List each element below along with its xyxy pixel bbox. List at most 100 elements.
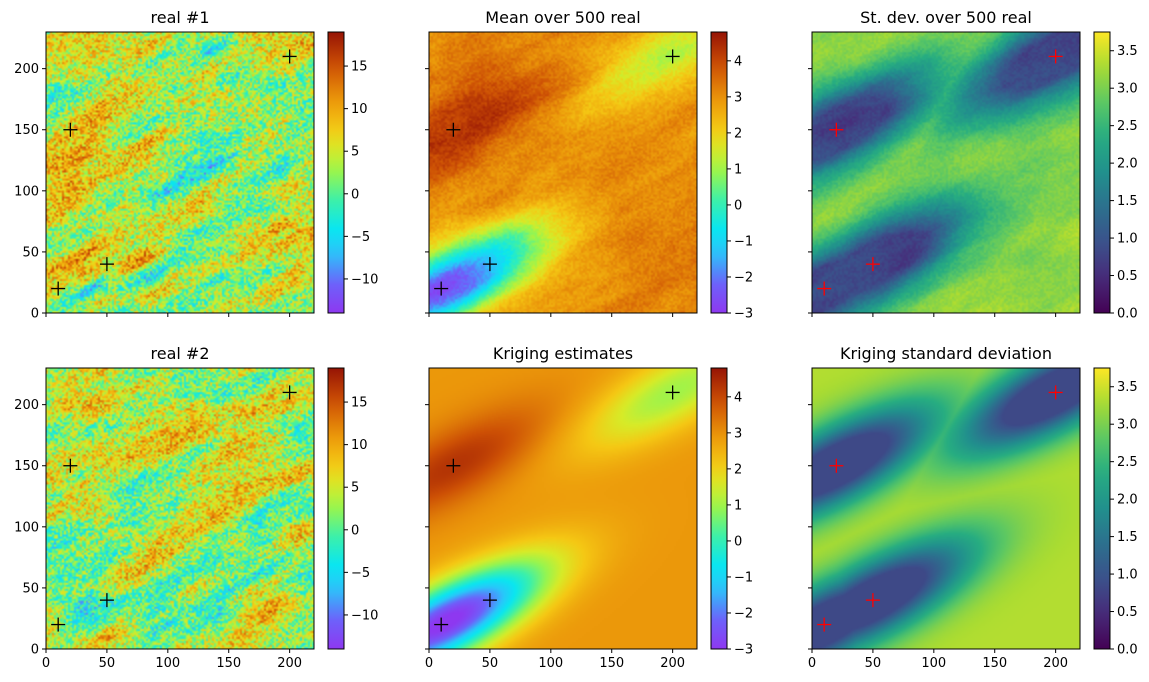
- colorbar-tick-label: 0: [734, 198, 742, 213]
- subplot-6: Kriging standard deviation 0 50 100 150 200 0.…: [808, 344, 1138, 671]
- x-tick-label: 0: [42, 656, 50, 671]
- data-point-marker: [51, 617, 66, 632]
- subplot-title: St. dev. over 500 real: [860, 8, 1032, 27]
- colorbar-tick-label: 2.5: [1117, 455, 1138, 470]
- x-tick-label: 150: [599, 656, 624, 671]
- colorbar-tick-label: 0.0: [1117, 643, 1138, 658]
- data-point-marker: [865, 257, 880, 272]
- colorbar-tick-label: 3: [734, 426, 742, 441]
- colorbar-tick-label: 10: [351, 438, 368, 453]
- colorbar-tick-label: −2: [734, 270, 753, 285]
- colorbar-tick-label: 4: [734, 54, 742, 69]
- colorbar: [1093, 367, 1111, 650]
- colorbar-tick-label: −5: [351, 566, 370, 581]
- colorbar-tick-label: 0.0: [1117, 307, 1138, 322]
- x-tick-label: 0: [425, 656, 433, 671]
- colorbar-tick-label: −1: [734, 234, 753, 249]
- x-tick-label: 100: [921, 656, 946, 671]
- y-tick-label: 0: [31, 643, 39, 658]
- colorbar-tick-label: −10: [351, 272, 378, 287]
- colorbar-tick-label: −1: [734, 570, 753, 585]
- data-point-marker: [446, 458, 461, 473]
- y-tick-label: 50: [22, 245, 39, 260]
- x-tick-label: 50: [482, 656, 499, 671]
- data-point-marker: [482, 593, 497, 608]
- x-tick-label: 100: [538, 656, 563, 671]
- colorbar-tick-label: −3: [734, 307, 753, 322]
- subplot-1: real #1 0 50 100 150 200 −10 −5 0 5 10 15: [14, 8, 378, 322]
- data-point-marker: [446, 122, 461, 137]
- data-point-marker: [99, 593, 114, 608]
- data-point-marker: [817, 617, 832, 632]
- colorbar: [327, 367, 345, 650]
- x-tick-label: 100: [155, 656, 180, 671]
- data-point-marker: [282, 49, 297, 64]
- colorbar-tick-label: 3: [734, 90, 742, 105]
- subplot-3: St. dev. over 500 real 0.0 0.5 1.0 1.5 2.0 2.5…: [808, 8, 1138, 322]
- x-tick-label: 150: [982, 656, 1007, 671]
- x-tick-label: 200: [277, 656, 302, 671]
- data-point-marker: [434, 281, 449, 296]
- colorbar: [710, 31, 728, 314]
- y-tick-label: 100: [14, 520, 39, 535]
- x-tick-label: 50: [99, 656, 116, 671]
- colorbar-tick-label: 1: [734, 498, 742, 513]
- data-point-marker: [817, 281, 832, 296]
- data-point-marker: [829, 458, 844, 473]
- colorbar-tick-label: 3.0: [1117, 82, 1138, 97]
- y-tick-label: 200: [14, 62, 39, 77]
- colorbar-tick-label: 2.0: [1117, 493, 1138, 508]
- heatmap-image: [429, 32, 697, 313]
- y-tick-label: 200: [14, 398, 39, 413]
- colorbar-tick-label: 15: [351, 60, 368, 75]
- heatmap-image: [429, 368, 697, 649]
- axes-frame: [811, 31, 1081, 314]
- colorbar-tick-label: 1.0: [1117, 568, 1138, 583]
- colorbar-tick-label: −10: [351, 608, 378, 623]
- x-tick-label: 200: [1043, 656, 1068, 671]
- colorbar: [710, 367, 728, 650]
- colorbar-tick-label: 1.0: [1117, 232, 1138, 247]
- colorbar-tick-label: −5: [351, 230, 370, 245]
- axes-frame: [45, 31, 315, 314]
- subplot-title: Kriging standard deviation: [840, 344, 1052, 363]
- subplot-title: real #1: [151, 8, 210, 27]
- x-tick-label: 50: [865, 656, 882, 671]
- data-point-marker: [51, 281, 66, 296]
- colorbar-tick-label: 3.0: [1117, 418, 1138, 433]
- colorbar-tick-label: 1: [734, 162, 742, 177]
- data-point-marker: [829, 122, 844, 137]
- colorbar-tick-label: 0: [351, 523, 359, 538]
- axes-frame: [428, 367, 698, 650]
- y-tick-label: 0: [31, 307, 39, 322]
- heatmap-image: [812, 32, 1080, 313]
- colorbar-tick-label: 3.5: [1117, 44, 1138, 59]
- subplot-5: Kriging estimates 0 50 100 150 200 −3 −2 −1 0 1 2 3 4: [425, 344, 753, 671]
- colorbar-tick-label: 5: [351, 481, 359, 496]
- colorbar-tick-label: 1.5: [1117, 194, 1138, 209]
- y-tick-label: 150: [14, 459, 39, 474]
- axes-frame: [811, 367, 1081, 650]
- colorbar-tick-label: 1.5: [1117, 530, 1138, 545]
- colorbar-tick-label: −2: [734, 606, 753, 621]
- subplot-2: Mean over 500 real −3 −2 −1 0 1 2 3 4: [425, 8, 753, 322]
- data-point-marker: [1048, 49, 1063, 64]
- colorbar-tick-label: 0.5: [1117, 605, 1138, 620]
- data-point-marker: [282, 385, 297, 400]
- colorbar-tick-label: 10: [351, 102, 368, 117]
- colorbar-tick-label: 2.0: [1117, 157, 1138, 172]
- colorbar-tick-label: 15: [351, 396, 368, 411]
- heatmap-image: [46, 32, 314, 313]
- colorbar: [1093, 31, 1111, 314]
- x-tick-label: 0: [808, 656, 816, 671]
- subplot-title: real #2: [151, 344, 210, 363]
- data-point-marker: [865, 593, 880, 608]
- data-point-marker: [63, 458, 78, 473]
- data-point-marker: [665, 49, 680, 64]
- y-tick-label: 50: [22, 581, 39, 596]
- y-tick-label: 100: [14, 184, 39, 199]
- data-point-marker: [665, 385, 680, 400]
- axes-frame: [45, 367, 315, 650]
- colorbar-tick-label: 0.5: [1117, 269, 1138, 284]
